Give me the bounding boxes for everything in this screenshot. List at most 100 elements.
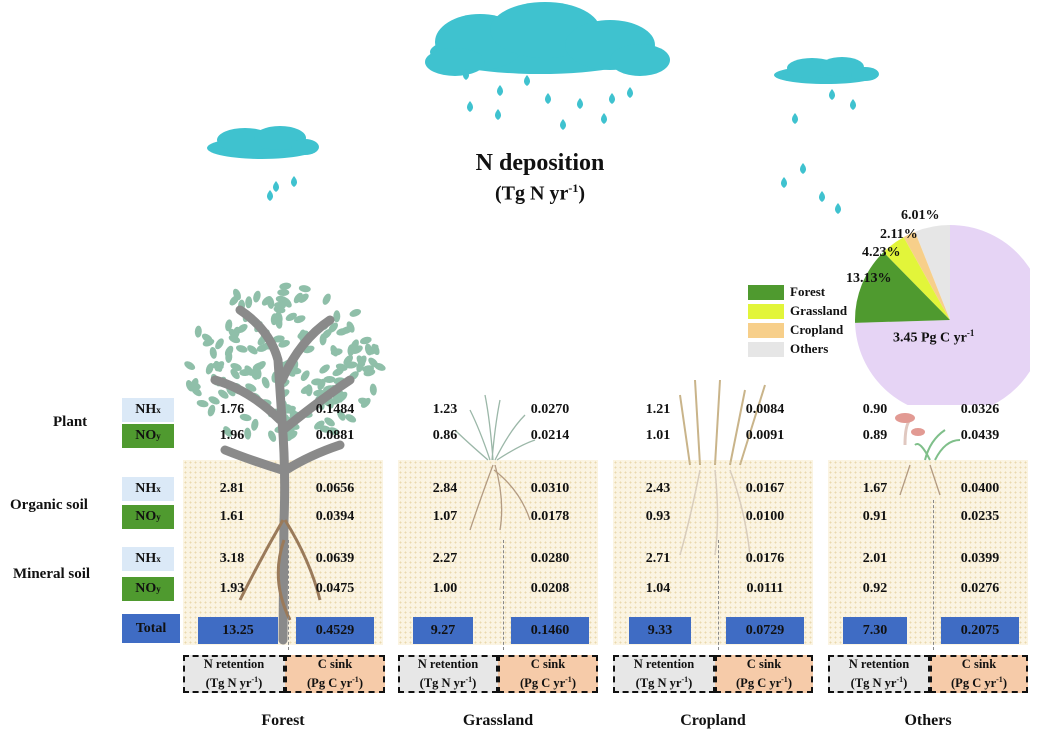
leaf-icon xyxy=(215,338,224,350)
leaf-icon xyxy=(251,418,259,431)
cropland-mineral-nh-n: 2.71 xyxy=(645,551,671,566)
grassland-n-retention-unit: N retention (Tg N yr-1) xyxy=(398,655,498,693)
leaf-icon xyxy=(267,296,275,309)
raindrop-icon xyxy=(560,119,566,130)
raindrop-icon xyxy=(467,101,473,112)
leaf-icon xyxy=(254,367,262,380)
crop-icon xyxy=(679,379,766,556)
raindrop-icon xyxy=(495,109,501,120)
soil-bg-grassland xyxy=(398,460,598,645)
grassland-c-sink-unit: C sink (Pg C yr-1) xyxy=(498,655,598,693)
title: N deposition xyxy=(475,150,605,176)
leaf-icon xyxy=(346,321,355,333)
forest-total-n: 13.25 xyxy=(198,617,278,644)
forest-mineral-nh-c: 0.0639 xyxy=(315,551,355,566)
forest-plant-nh-n: 1.76 xyxy=(219,402,245,417)
leaf-icon xyxy=(369,383,377,396)
pie-label-grassland: 4.23% xyxy=(862,245,901,260)
divider-cropland xyxy=(718,540,719,650)
leaf-icon xyxy=(209,346,217,359)
others-mineral-no-n: 0.92 xyxy=(862,581,888,596)
grass-icon xyxy=(454,394,536,531)
forest-organic-no-n: 1.61 xyxy=(219,509,245,524)
leaf-icon xyxy=(253,290,261,303)
forest-c-sink-unit: C sink (Pg C yr-1) xyxy=(285,655,385,693)
leaf-icon xyxy=(196,399,209,408)
eco-label-forest: Forest xyxy=(261,712,305,729)
total-label: Total xyxy=(122,614,180,643)
leaf-icon xyxy=(323,375,336,384)
row-label-plant: Plant xyxy=(53,414,88,430)
leaf-icon xyxy=(293,292,303,304)
leaf-icon xyxy=(194,325,202,338)
divider-others xyxy=(933,500,934,650)
species-nhx-organic: NH x xyxy=(122,477,174,501)
grassland-plant-nh-c: 0.0270 xyxy=(530,402,570,417)
cropland-organic-no-n: 0.93 xyxy=(645,509,671,524)
clouds-rain-illustration xyxy=(207,2,879,214)
leaf-icon xyxy=(321,328,332,339)
raindrop-icon xyxy=(792,113,798,124)
leaf-icon xyxy=(261,376,270,389)
others-plant-no-n: 0.89 xyxy=(862,428,888,443)
grassland-organic-nh-n: 2.84 xyxy=(432,481,458,496)
mushroom-plant-icon xyxy=(895,413,961,496)
cropland-c-sink-unit: C sink (Pg C yr-1) xyxy=(715,655,813,693)
leaf-icon xyxy=(333,310,341,323)
raindrop-icon xyxy=(273,181,279,192)
leaf-icon xyxy=(190,378,199,390)
pie-label-cropland: 2.11% xyxy=(880,227,918,242)
leaf-icon xyxy=(218,389,229,399)
leaf-icon xyxy=(360,397,371,408)
leaf-icon xyxy=(369,344,379,355)
pie-slice-grassland xyxy=(883,237,950,320)
leaf-icon xyxy=(279,282,292,290)
forest-plant-no-c: 0.0881 xyxy=(315,428,355,443)
leaf-icon xyxy=(314,420,325,430)
leaf-icon xyxy=(211,362,224,370)
cropland-mineral-nh-c: 0.0176 xyxy=(745,551,785,566)
leaf-icon xyxy=(349,308,362,317)
forest-n-retention-unit: N retention (Tg N yr-1) xyxy=(183,655,285,693)
leaf-icon xyxy=(270,313,278,326)
others-plant-nh-n: 0.90 xyxy=(862,402,888,417)
divider-forest xyxy=(288,540,289,650)
raindrops-icon xyxy=(267,69,856,214)
pie-center-label: 3.45 Pg C yr-1 xyxy=(893,328,975,346)
pie-label-forest: 13.13% xyxy=(846,271,892,286)
raindrop-icon xyxy=(850,99,856,110)
leaf-icon xyxy=(235,345,248,353)
leaf-icon xyxy=(374,362,386,371)
raindrop-icon xyxy=(781,177,787,188)
leaf-icon xyxy=(223,426,232,437)
legend-item-cropland: Cropland xyxy=(748,322,843,338)
forest-mineral-no-c: 0.0475 xyxy=(315,581,355,596)
raindrop-icon xyxy=(601,113,607,124)
grassland-mineral-nh-c: 0.0280 xyxy=(530,551,570,566)
leaf-icon xyxy=(322,293,331,305)
leaf-icon xyxy=(337,390,345,403)
title-unit: (Tg N yr-1) xyxy=(495,181,585,205)
leaf-icon xyxy=(208,396,220,405)
leaf-icon xyxy=(239,413,252,422)
forest-mineral-nh-n: 3.18 xyxy=(219,551,245,566)
leaf-icon xyxy=(207,404,216,417)
forest-plant-no-n: 1.96 xyxy=(219,428,245,443)
cloud-small-right-icon xyxy=(774,57,879,84)
cropland-plant-no-n: 1.01 xyxy=(645,428,671,443)
leaf-icon xyxy=(225,319,233,332)
grassland-plant-no-n: 0.86 xyxy=(432,428,458,443)
raindrop-icon xyxy=(819,191,825,202)
forest-mineral-no-n: 1.93 xyxy=(219,581,245,596)
others-plant-nh-c: 0.0326 xyxy=(960,402,1000,417)
legend-swatch xyxy=(748,341,784,357)
cropland-plant-no-c: 0.0091 xyxy=(745,428,785,443)
leaf-icon xyxy=(335,363,348,371)
others-plant-no-c: 0.0439 xyxy=(960,428,1000,443)
legend-swatch xyxy=(748,303,784,319)
leaf-icon xyxy=(225,351,233,363)
leaf-icon xyxy=(256,344,269,352)
others-organic-nh-c: 0.0400 xyxy=(960,481,1000,496)
leaf-icon xyxy=(247,345,258,355)
grassland-plant-no-c: 0.0214 xyxy=(530,428,570,443)
